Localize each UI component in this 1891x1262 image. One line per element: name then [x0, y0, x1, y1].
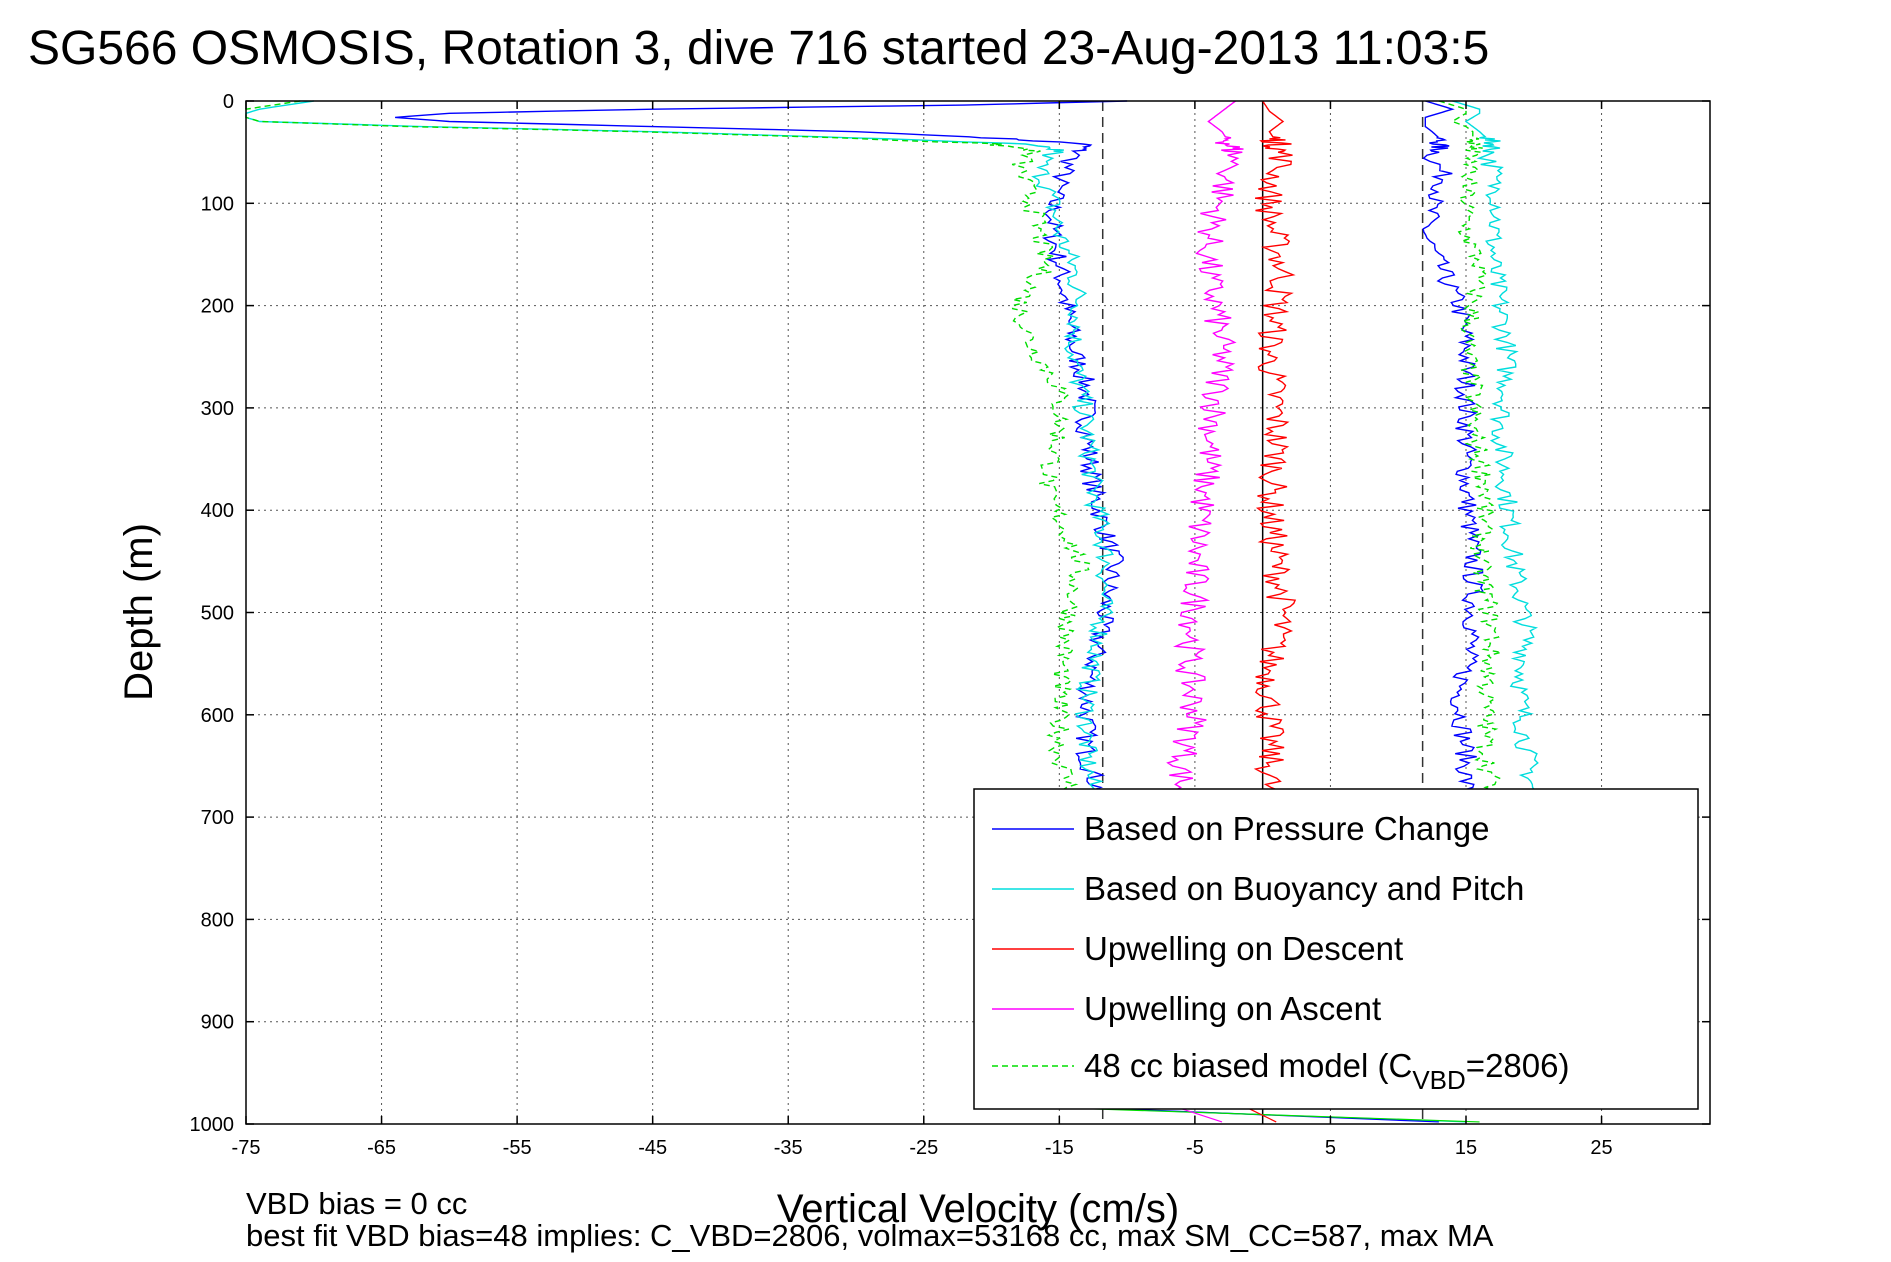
- series-based-on-buoyancy-and-pitch-descent: [245, 100, 1114, 797]
- bottom-fragment: [1181, 1108, 1223, 1123]
- legend-box: [973, 788, 1699, 1110]
- legend-label: Upwelling on Ascent: [1084, 990, 1381, 1027]
- legend-label: Based on Buoyancy and Pitch: [1084, 870, 1524, 907]
- y-tick-label: 0: [223, 91, 234, 113]
- y-tick-label: 1000: [190, 1114, 235, 1136]
- x-axis-label: Vertical Velocity (cm/s): [777, 1187, 1179, 1231]
- series-based-on-pressure-change-descent: [395, 100, 1128, 798]
- legend-label: 48 cc biased model (CVBD=2806): [1084, 1047, 1569, 1095]
- y-tick-label: 500: [201, 603, 234, 625]
- series-based-on-pressure-change-ascent: [1422, 100, 1484, 798]
- legend-label-text: Upwelling on Descent: [1084, 930, 1403, 967]
- y-tick-label: 400: [201, 500, 234, 522]
- series-48-cc-biased-model-c-ascent: [1438, 100, 1504, 798]
- legend-label-subscript: VBD: [1412, 1065, 1465, 1095]
- y-tick-label: 600: [201, 705, 234, 727]
- x-tick-label: -35: [774, 1137, 803, 1159]
- best-fit-note: best fit VBD bias=48 implies: C_VBD=2806…: [246, 1218, 1494, 1253]
- x-tick-label: -25: [909, 1137, 938, 1159]
- y-tick-label: 300: [201, 398, 234, 420]
- chart-title: SG566 OSMOSIS, Rotation 3, dive 716 star…: [28, 22, 1489, 75]
- x-tick-label: 5: [1325, 1137, 1336, 1159]
- x-tick-label: -55: [503, 1137, 532, 1159]
- x-axis-ticks: -75 -65 -55 -45 -35 -25 -15 -5 5 15 25: [232, 101, 1613, 1159]
- y-tick-label: 100: [201, 193, 234, 215]
- legend-label: Upwelling on Descent: [1084, 930, 1403, 967]
- x-tick-label: -65: [367, 1137, 396, 1159]
- y-axis-ticks: 0 100 200 300 400 500 600 700 800 900 1000: [190, 91, 1710, 1136]
- series-based-on-buoyancy-and-pitch-ascent: [1452, 100, 1539, 798]
- bottom-fragment: [1248, 1108, 1277, 1123]
- legend-label-text: Based on Pressure Change: [1084, 810, 1489, 847]
- x-tick-label: -75: [232, 1137, 261, 1159]
- y-tick-label: 800: [201, 909, 234, 931]
- legend-label: Based on Pressure Change: [1084, 810, 1489, 847]
- x-tick-label: 15: [1455, 1137, 1477, 1159]
- vbd-bias-note: VBD bias = 0 cc: [246, 1186, 467, 1221]
- data-series: [245, 100, 1539, 1123]
- y-tick-label: 700: [201, 807, 234, 829]
- legend: Based on Pressure Change Based on Buoyanc…: [973, 788, 1699, 1110]
- y-tick-label: 900: [201, 1012, 234, 1034]
- legend-label-text: Upwelling on Ascent: [1084, 990, 1381, 1027]
- legend-label-suffix: =2806): [1466, 1047, 1570, 1084]
- y-tick-label: 200: [201, 296, 234, 318]
- bottom-fragment: [1086, 1108, 1480, 1123]
- x-tick-label: 25: [1590, 1137, 1612, 1159]
- legend-label-text: Based on Buoyancy and Pitch: [1084, 870, 1524, 907]
- series-upwelling-on-ascent-line: [1166, 100, 1244, 798]
- series-upwelling-on-descent-line: [1253, 100, 1297, 798]
- x-tick-label: -5: [1186, 1137, 1204, 1159]
- x-tick-label: -15: [1045, 1137, 1074, 1159]
- x-tick-label: -45: [638, 1137, 667, 1159]
- series-48-cc-biased-model-c-descent: [245, 100, 1091, 798]
- y-axis-label: Depth (m): [117, 523, 161, 701]
- legend-label-text: 48 cc biased model (C: [1084, 1047, 1412, 1084]
